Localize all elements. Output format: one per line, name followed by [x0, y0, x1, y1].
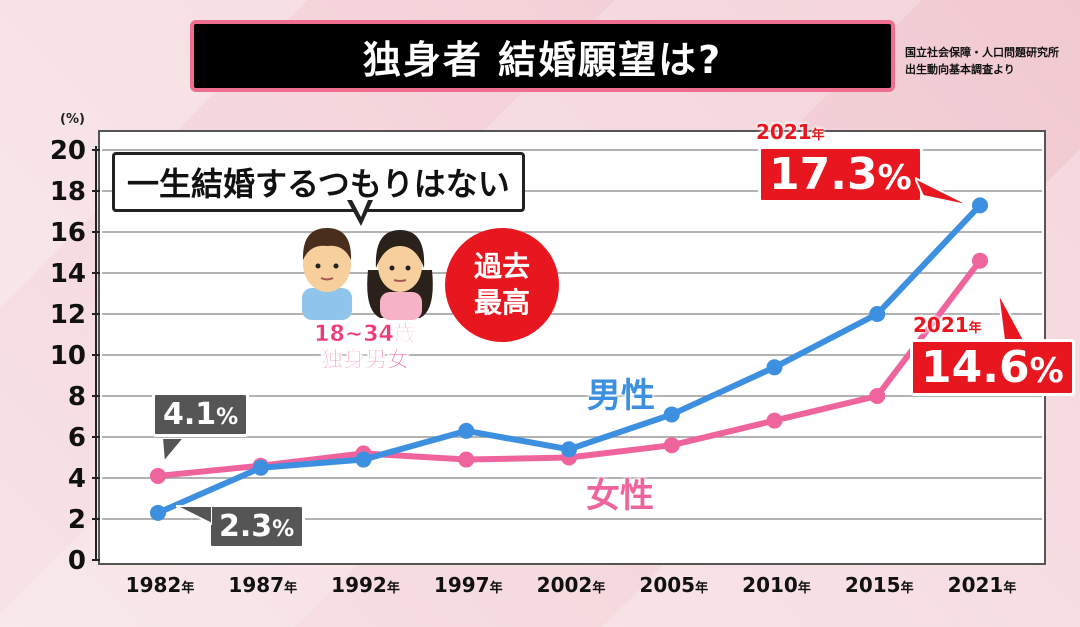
couple-illustration	[290, 210, 440, 320]
male-end-value: 17.3	[769, 149, 878, 200]
male-end-label: 17.3%	[758, 146, 923, 203]
x-tick-label: 2010年	[742, 573, 811, 597]
caption-group: 独身男女	[320, 348, 410, 374]
y-unit-label: (%)	[60, 112, 85, 127]
figure-caption: 18~34歳 独身男女	[285, 322, 445, 374]
male-end-year: 2021年	[756, 120, 825, 144]
male-start-value: 2.3	[219, 509, 273, 544]
chart-title: 独身者 結婚願望は?	[362, 37, 723, 82]
female-end-unit: %	[1029, 351, 1064, 391]
y-tick-label: 10	[50, 341, 86, 371]
data-point-male	[355, 451, 372, 468]
x-tick-label: 1982年	[126, 573, 195, 597]
y-tick-label: 6	[68, 423, 86, 453]
source-note: 国立社会保障・人口問題研究所 出生動向基本調査より	[905, 44, 1059, 78]
data-point-female	[663, 437, 680, 454]
x-tick-label: 1997年	[434, 573, 503, 597]
male-end-year-value: 2021	[756, 120, 812, 144]
y-tick-label: 2	[68, 505, 86, 535]
source-line-2: 出生動向基本調査より	[905, 63, 1015, 76]
woman-figure	[367, 230, 433, 320]
x-tick-label: 1987年	[228, 573, 297, 597]
y-tick-label: 14	[50, 259, 86, 289]
x-tick-label: 2015年	[845, 573, 914, 597]
x-tick-label: 2002年	[537, 573, 606, 597]
female-start-label: 4.1%	[152, 392, 250, 437]
data-point-female	[766, 412, 783, 429]
y-tick-label: 16	[50, 218, 86, 248]
data-point-male	[663, 406, 680, 423]
y-tick-label: 8	[68, 382, 86, 412]
x-tick-label: 1992年	[331, 573, 400, 597]
y-tick-label: 18	[50, 177, 86, 207]
female-series-label: 女性	[586, 476, 654, 516]
x-tick-label: 2005年	[639, 573, 708, 597]
female-start-value: 4.1	[163, 397, 217, 432]
female-end-year-value: 2021	[913, 313, 969, 337]
data-point-male	[458, 422, 475, 439]
male-end-year-unit: 年	[811, 128, 825, 143]
y-tick-label: 0	[68, 546, 86, 576]
data-point-male	[252, 459, 269, 476]
man-figure	[302, 228, 352, 320]
female-end-year-unit: 年	[968, 321, 982, 336]
data-point-male	[766, 359, 783, 376]
male-end-unit: %	[877, 158, 912, 198]
male-end-pointer	[915, 176, 972, 207]
record-badge-line-2: 最高	[473, 286, 530, 319]
data-point-male	[561, 441, 577, 458]
data-point-male	[150, 504, 166, 521]
title-banner: 独身者 結婚願望は?	[190, 20, 895, 92]
female-end-label: 14.6%	[910, 339, 1075, 396]
y-tick-label: 20	[50, 136, 86, 166]
data-point-female	[150, 467, 166, 484]
data-point-female	[458, 451, 475, 468]
female-start-unit: %	[216, 405, 239, 430]
female-end-year: 2021年	[913, 313, 982, 337]
source-line-1: 国立社会保障・人口問題研究所	[905, 46, 1059, 59]
y-tick-label: 4	[68, 464, 86, 494]
x-tick-label: 2021年	[948, 573, 1017, 597]
female-end-value: 14.6	[921, 342, 1030, 393]
record-badge-line-1: 過去	[473, 250, 530, 283]
female-end-pointer	[997, 292, 1026, 341]
male-start-label: 2.3%	[208, 504, 306, 549]
series-line-male	[155, 202, 983, 516]
y-tick-label: 12	[50, 300, 86, 330]
data-point-female	[869, 388, 886, 404]
caption-age: 18~34歳	[314, 322, 416, 348]
callout-pointer	[347, 200, 373, 226]
male-series-label: 男性	[587, 376, 655, 416]
data-point-male	[972, 197, 988, 214]
data-point-male	[869, 306, 886, 322]
callout-box: 一生結婚するつもりはない	[112, 152, 525, 212]
record-high-badge: 過去 最高	[445, 228, 559, 342]
female-start-pointer	[160, 438, 186, 464]
data-point-female	[972, 252, 988, 269]
male-start-pointer	[176, 505, 212, 526]
male-start-unit: %	[272, 517, 295, 542]
